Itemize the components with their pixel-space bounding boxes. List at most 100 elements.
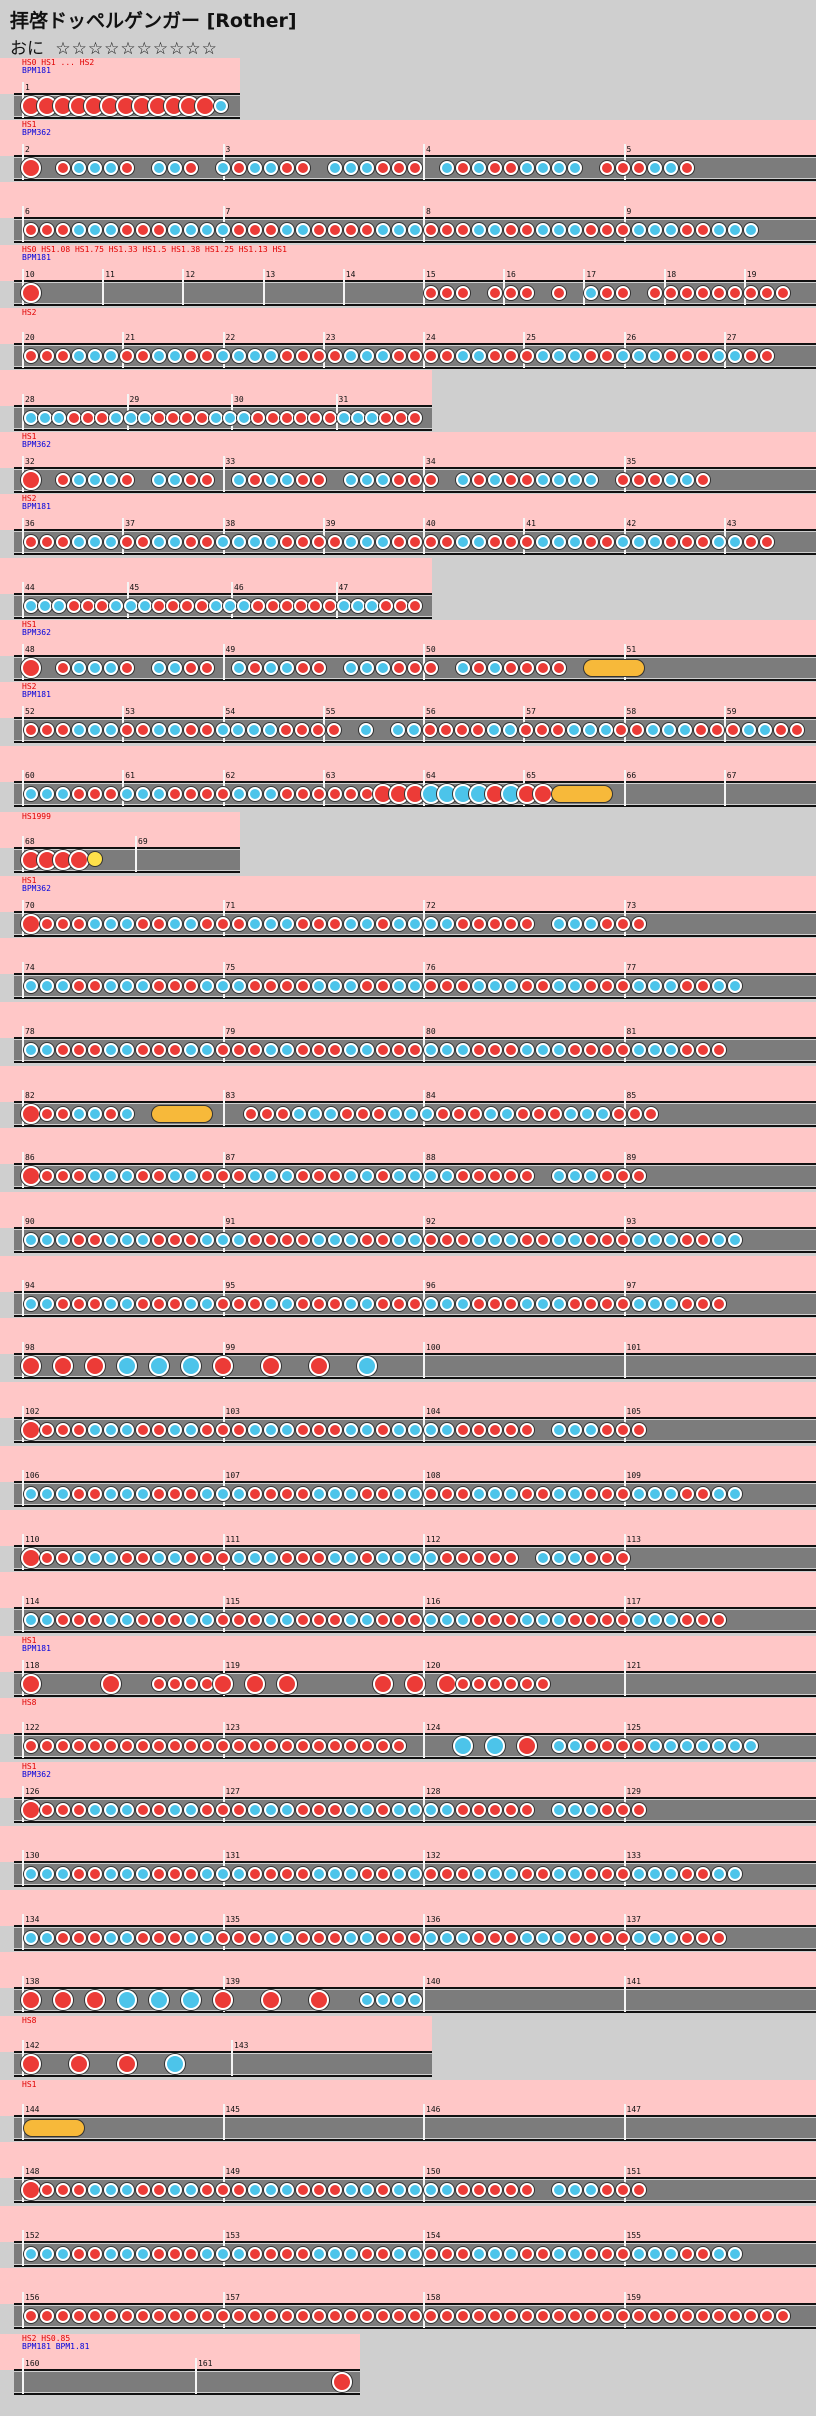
don-note (536, 2247, 550, 2261)
bar-number: 2 (25, 145, 30, 154)
don-note (488, 2309, 502, 2323)
ka-note (72, 349, 86, 363)
row-meta: HS1 BPM362 (22, 433, 51, 449)
don-note (520, 1423, 534, 1437)
bar-number: 153 (225, 2231, 240, 2240)
ka-note (392, 1993, 406, 2007)
bar-number: 40 (426, 519, 436, 528)
ka-note (424, 2183, 438, 2197)
chart-row: HS1 144 145 146 147 (0, 2080, 816, 2142)
don-note (616, 1487, 630, 1501)
big-don-note (21, 1356, 41, 1376)
ka-note (728, 979, 742, 993)
ka-note (168, 1803, 182, 1817)
ka-note (520, 1613, 534, 1627)
don-note (152, 979, 166, 993)
don-note (296, 1551, 310, 1565)
bar-number: 15 (426, 270, 436, 279)
don-note (488, 1677, 502, 1691)
ka-note (280, 2183, 294, 2197)
row-highlight (0, 58, 240, 94)
ka-note (88, 1423, 102, 1437)
don-note (616, 1931, 630, 1945)
row-meta: HS2 BPM181 (22, 495, 51, 511)
don-note (550, 723, 565, 737)
ka-note (440, 1803, 454, 1817)
don-note (264, 223, 278, 237)
bar-number: 79 (225, 1027, 236, 1036)
bar-number: 131 (225, 1851, 240, 1860)
ka-note (232, 787, 246, 801)
ka-note (71, 723, 86, 737)
don-note (376, 2309, 390, 2323)
don-note (680, 535, 694, 549)
don-note (376, 979, 390, 993)
don-note (680, 223, 694, 237)
chart-row: HS0 HS1.08 HS1.75 HS1.33 HS1.5 HS1.38 HS… (0, 245, 816, 307)
hs-label: HS1 (22, 120, 37, 129)
don-note (152, 1613, 166, 1627)
ka-note (104, 1423, 118, 1437)
row-meta: HS1 BPM362 (22, 621, 51, 637)
don-note (72, 1233, 86, 1247)
don-note (66, 599, 81, 613)
ka-note (552, 1169, 566, 1183)
don-note (472, 917, 486, 931)
bar-number: 62 (225, 771, 236, 780)
bar-number: 8 (426, 207, 431, 216)
ka-note (504, 1487, 518, 1501)
ka-note (472, 535, 486, 549)
ka-note (420, 1107, 434, 1121)
bar-number: 35 (626, 457, 637, 466)
bar-line (423, 1914, 425, 1950)
don-note (232, 1297, 246, 1311)
ka-note (88, 2183, 102, 2197)
don-note (696, 286, 710, 300)
ka-note (552, 161, 566, 175)
lane-top-line (14, 2303, 816, 2305)
ka-note (744, 223, 758, 237)
ka-note (200, 1043, 214, 1057)
bpm-label: BPM181 (22, 1644, 51, 1653)
don-note (328, 787, 342, 801)
ka-note (568, 2183, 582, 2197)
don-note (56, 917, 70, 931)
lane-bottom-line (14, 1885, 816, 1887)
bar-line (723, 518, 726, 554)
don-note (504, 2183, 518, 2197)
don-note (372, 1107, 386, 1121)
ka-note (568, 917, 582, 931)
don-note (360, 2309, 374, 2323)
don-note (424, 1487, 438, 1501)
don-note (88, 1867, 102, 1881)
don-note (152, 1297, 166, 1311)
bar-number: 14 (345, 270, 356, 279)
don-note (40, 1551, 54, 1565)
ka-note (216, 979, 230, 993)
row-highlight (0, 1256, 816, 1292)
ka-note (232, 1233, 246, 1247)
don-note (664, 535, 678, 549)
don-note (680, 1043, 694, 1057)
don-note (504, 1297, 518, 1311)
don-note (360, 223, 374, 237)
don-note (376, 1043, 390, 1057)
bar-number: 70 (25, 901, 35, 910)
don-note (696, 2247, 710, 2261)
bar-number: 134 (25, 1915, 40, 1924)
big-ka-note (149, 1356, 169, 1376)
don-note (520, 1867, 534, 1881)
don-note (408, 535, 422, 549)
lane-bottom-line (14, 429, 432, 431)
don-note (452, 1107, 466, 1121)
ka-note (566, 723, 581, 737)
ka-note (168, 2183, 182, 2197)
big-don-note (373, 1674, 393, 1694)
lane-bottom-line (14, 617, 432, 619)
don-note (534, 723, 549, 737)
bar-number: 5 (626, 145, 632, 154)
don-note (251, 599, 266, 613)
bar-number: 49 (225, 645, 236, 654)
ka-note (632, 1931, 646, 1945)
ka-note (40, 1297, 54, 1311)
